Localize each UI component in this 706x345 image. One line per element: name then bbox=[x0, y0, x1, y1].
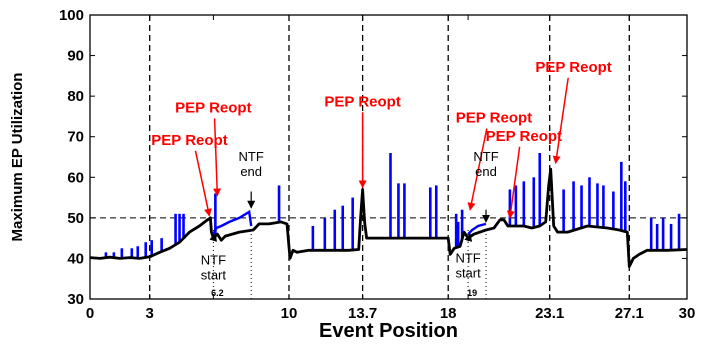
ntf-label: NTF bbox=[473, 149, 498, 164]
ntf-segment-line bbox=[212, 209, 253, 235]
pep-reopt-arrow bbox=[213, 118, 222, 197]
ntf-arrow bbox=[464, 233, 473, 242]
plot-frame bbox=[89, 14, 688, 300]
ntf-label: end bbox=[240, 164, 262, 179]
pep-reopt-label: PEP Reopt bbox=[535, 59, 611, 76]
ntf-label: start bbox=[455, 265, 481, 280]
ntf-arrow bbox=[209, 233, 217, 242]
y-tick-label: 80 bbox=[67, 88, 84, 105]
y-tick-label: 70 bbox=[67, 129, 84, 146]
axes-layer: 30 40 50 60 70 80 90 100 0 3 6.2 10 13.7 18 19 23.1 27.1… bbox=[59, 7, 695, 322]
y-tick-label: 40 bbox=[67, 250, 84, 267]
pep-reopt-arrow bbox=[552, 77, 569, 165]
pep-reopt-arrow bbox=[194, 150, 212, 217]
x-tick-label: 30 bbox=[679, 305, 696, 322]
y-axis-title: Maximum EP Utilization bbox=[9, 73, 26, 242]
pep-reopt-label: PEP Reopt bbox=[324, 93, 400, 110]
y-tick-label: 90 bbox=[67, 48, 84, 65]
pep-reopt-arrow bbox=[506, 146, 521, 219]
ntf-label: NTF bbox=[239, 149, 264, 164]
y-tick-label: 30 bbox=[67, 291, 84, 308]
pep-reopt-label: PEP Reopt bbox=[486, 128, 562, 145]
x-tick-label: 13.7 bbox=[348, 305, 377, 322]
y-tick-label: 50 bbox=[67, 210, 84, 227]
ntf-segment-line bbox=[467, 222, 487, 235]
ntf-label: NTF bbox=[455, 250, 480, 265]
line-layer bbox=[89, 167, 688, 268]
y-tick-label: 60 bbox=[67, 169, 84, 186]
x-tick-label: 27.1 bbox=[615, 305, 644, 322]
grid-layer bbox=[90, 15, 687, 299]
pep-reopt-label: PEP Reopt bbox=[151, 132, 227, 149]
x-tick-label: 0 bbox=[86, 305, 94, 322]
ntf-label: start bbox=[201, 268, 227, 283]
x-tick-label: 10 bbox=[281, 305, 298, 322]
x-axis-title: Event Position bbox=[319, 320, 458, 342]
y-tick-label: 100 bbox=[59, 7, 84, 24]
ntf-label: NTF bbox=[201, 253, 226, 268]
pep-reopt-label: PEP Reopt bbox=[456, 110, 532, 127]
x-tick-label: 23.1 bbox=[535, 305, 564, 322]
ntf-label: end bbox=[475, 164, 497, 179]
x-tick-label-small: 6.2 bbox=[211, 288, 224, 298]
utilization-line bbox=[89, 167, 688, 268]
pep-reopt-arrow bbox=[467, 128, 488, 211]
x-tick-label: 18 bbox=[440, 305, 457, 322]
pep-reopt-label: PEP Reopt bbox=[175, 99, 251, 116]
spike-layer bbox=[104, 152, 681, 259]
x-tick-label: 3 bbox=[146, 305, 154, 322]
x-tick-label-small: 19 bbox=[467, 288, 477, 298]
